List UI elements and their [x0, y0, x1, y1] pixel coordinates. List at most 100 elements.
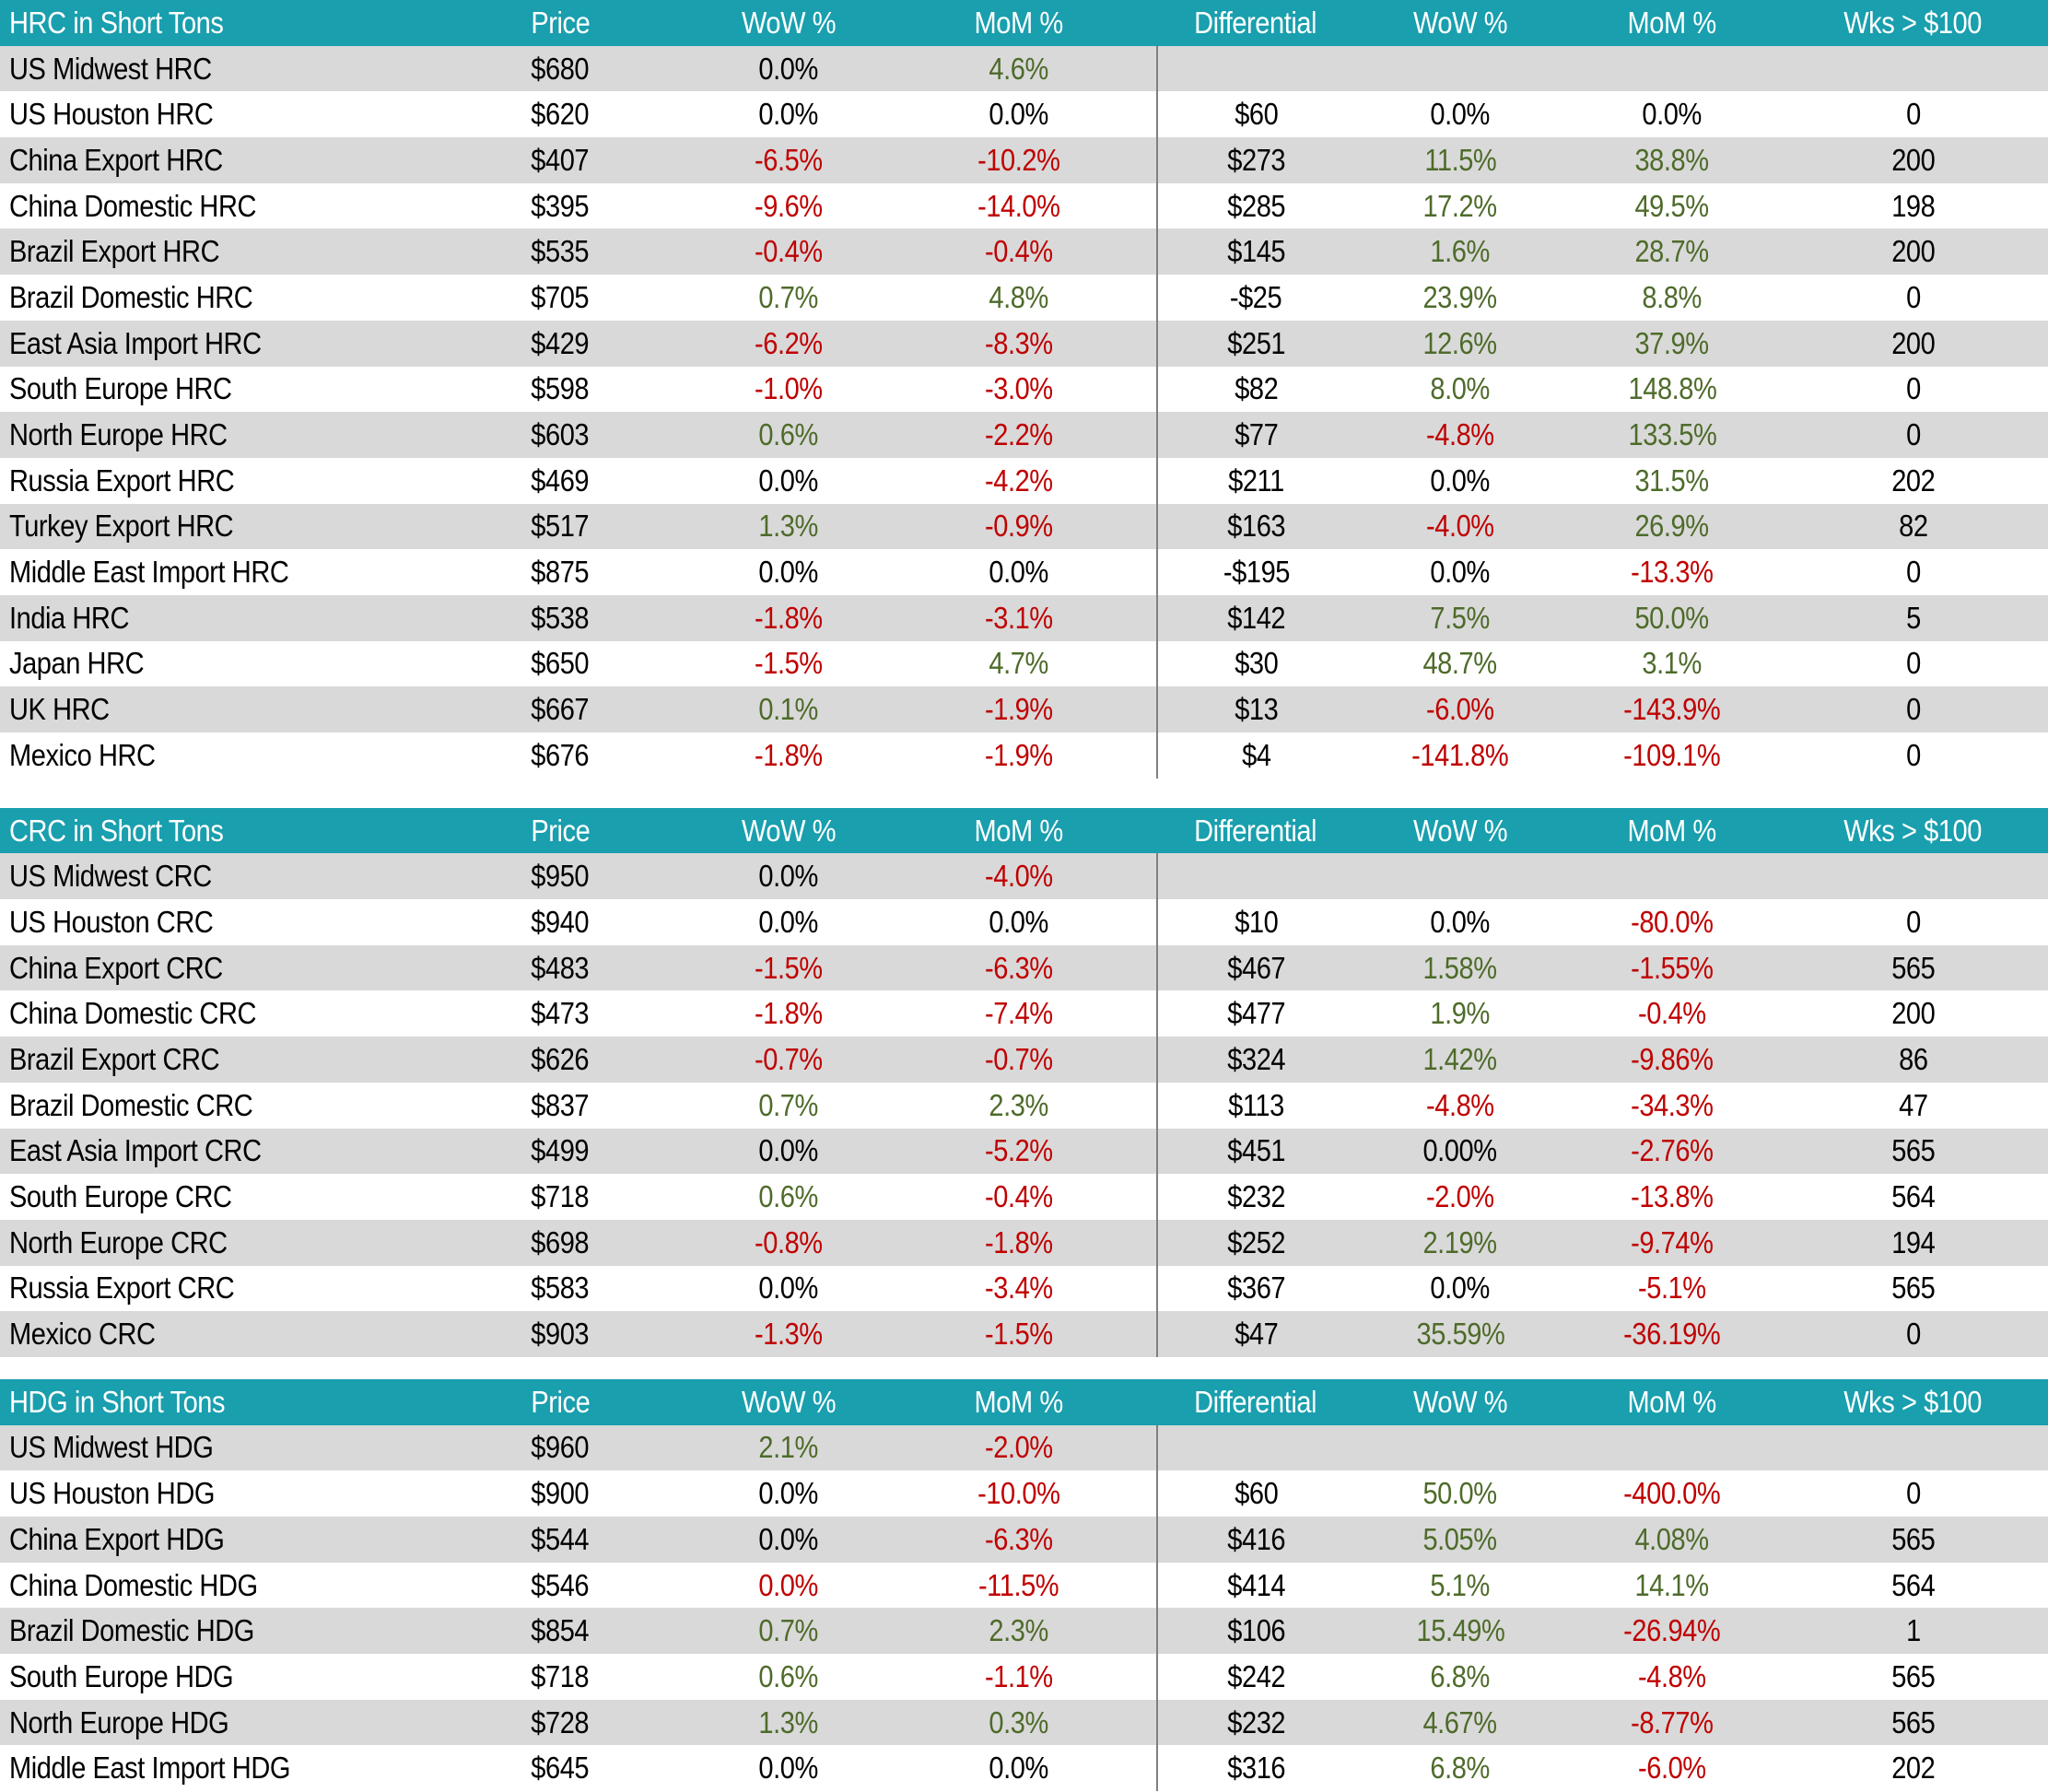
cell-differential[interactable]: $77	[1156, 412, 1354, 458]
cell-diff-wow-pct[interactable]: 6.8%	[1430, 1658, 1491, 1693]
cell-wow-pct[interactable]: -1.5%	[755, 646, 823, 681]
cell-diff-mom-pct[interactable]: -4.8%	[1638, 1658, 1706, 1693]
cell-wks-gt-100[interactable]: 5	[1778, 594, 2048, 641]
cell-differential[interactable]	[1156, 45, 1354, 92]
cell-wow-pct[interactable]: 0.0%	[758, 1476, 819, 1511]
cell-price[interactable]: $544	[424, 1517, 696, 1563]
cell-wow-pct[interactable]: 0.0%	[758, 904, 819, 939]
cell-wow-pct[interactable]: 0.0%	[696, 853, 881, 900]
cell-diff-mom-pct[interactable]: -0.4%	[1638, 996, 1706, 1031]
cell-differential[interactable]: $4	[1156, 732, 1354, 779]
cell-differential[interactable]: $232	[1156, 1699, 1354, 1746]
cell-diff-mom-pct[interactable]: -109.1%	[1623, 737, 1721, 772]
cell-wow-pct[interactable]: -1.0%	[755, 371, 823, 406]
cell-diff-wow-pct[interactable]: 0.0%	[1430, 1271, 1491, 1306]
cell-diff-mom-pct[interactable]: -34.3%	[1631, 1087, 1714, 1122]
cell-wks-gt-100[interactable]: 564	[1890, 1179, 1936, 1214]
cell-price[interactable]: $718	[531, 1179, 590, 1214]
cell-mom-pct[interactable]: 0.3%	[881, 1699, 1157, 1746]
cell-differential[interactable]: $163	[1156, 503, 1354, 550]
cell-price[interactable]: $667	[424, 686, 696, 732]
cell-mom-pct[interactable]: -14.0%	[977, 188, 1060, 223]
cell-differential[interactable]: $242	[1156, 1654, 1354, 1700]
row-label[interactable]: North Europe HRC	[0, 412, 424, 458]
cell-price[interactable]: $837	[531, 1087, 590, 1122]
cell-differential[interactable]: $251	[1156, 320, 1354, 367]
cell-wow-pct[interactable]: 0.0%	[758, 555, 819, 590]
cell-mom-pct[interactable]: -1.8%	[881, 1219, 1157, 1266]
cell-differential[interactable]: $416	[1156, 1517, 1354, 1563]
cell-diff-wow-pct[interactable]: 8.0%	[1430, 371, 1491, 406]
cell-price[interactable]: $903	[424, 1311, 696, 1357]
cell-diff-mom-pct[interactable]: -143.9%	[1566, 686, 1778, 732]
cell-diff-mom-pct[interactable]: 28.7%	[1566, 228, 1778, 275]
cell-wow-pct[interactable]: 0.0%	[696, 1128, 881, 1175]
cell-wow-pct[interactable]: 0.6%	[758, 1179, 819, 1214]
cell-wow-pct[interactable]: -6.2%	[696, 320, 881, 367]
cell-mom-pct[interactable]: 4.8%	[989, 279, 1048, 314]
cell-diff-mom-pct[interactable]: 0.0%	[1642, 97, 1703, 132]
cell-diff-wow-pct[interactable]: 4.67%	[1354, 1699, 1566, 1746]
cell-price[interactable]: $583	[531, 1271, 590, 1306]
cell-diff-mom-pct[interactable]: -400.0%	[1623, 1476, 1721, 1511]
cell-wks-gt-100[interactable]: 194	[1778, 1219, 2048, 1266]
cell-diff-mom-pct[interactable]: 37.9%	[1566, 320, 1778, 367]
cell-diff-wow-pct[interactable]: 6.8%	[1430, 1751, 1491, 1786]
cell-diff-wow-pct[interactable]: 0.0%	[1430, 97, 1491, 132]
cell-diff-wow-pct[interactable]: 23.9%	[1422, 279, 1498, 314]
cell-diff-mom-pct[interactable]: -80.0%	[1631, 904, 1714, 939]
cell-differential[interactable]: $60	[1156, 91, 1354, 138]
row-label[interactable]: Japan HRC	[9, 646, 145, 681]
cell-differential[interactable]: $324	[1156, 1037, 1354, 1083]
cell-wks-gt-100[interactable]	[1778, 853, 2048, 900]
cell-mom-pct[interactable]: -1.9%	[881, 686, 1157, 732]
cell-wks-gt-100[interactable]: 0	[1778, 1311, 2048, 1357]
cell-mom-pct[interactable]: -3.1%	[881, 594, 1157, 641]
cell-price[interactable]: $538	[424, 594, 696, 641]
row-label[interactable]: China Domestic CRC	[9, 996, 257, 1031]
cell-mom-pct[interactable]: -0.9%	[881, 503, 1157, 550]
cell-wks-gt-100[interactable]: 565	[1778, 1128, 2048, 1175]
cell-wks-gt-100[interactable]: 200	[1778, 228, 2048, 275]
cell-diff-wow-pct[interactable]: -4.0%	[1354, 503, 1566, 550]
cell-differential[interactable]: $477	[1156, 990, 1354, 1037]
cell-differential[interactable]: $367	[1156, 1265, 1354, 1312]
cell-diff-mom-pct[interactable]	[1566, 853, 1778, 900]
row-label[interactable]: China Export CRC	[0, 944, 424, 991]
cell-diff-wow-pct[interactable]: 1.42%	[1354, 1037, 1566, 1083]
cell-diff-wow-pct[interactable]: 5.05%	[1354, 1517, 1566, 1563]
cell-price[interactable]: $517	[424, 503, 696, 550]
cell-differential[interactable]: $467	[1156, 944, 1354, 991]
cell-wks-gt-100[interactable]: 86	[1778, 1037, 2048, 1083]
cell-diff-mom-pct[interactable]: 31.5%	[1634, 463, 1710, 498]
cell-price[interactable]: $626	[424, 1037, 696, 1083]
cell-price[interactable]: $950	[424, 853, 696, 900]
cell-diff-mom-pct[interactable]: -36.19%	[1566, 1311, 1778, 1357]
cell-diff-mom-pct[interactable]: 50.0%	[1566, 594, 1778, 641]
cell-wow-pct[interactable]: 0.7%	[758, 279, 819, 314]
row-label[interactable]: East Asia Import CRC	[0, 1128, 424, 1175]
cell-diff-mom-pct[interactable]: -13.8%	[1631, 1179, 1714, 1214]
cell-mom-pct[interactable]: 4.7%	[989, 646, 1048, 681]
row-label[interactable]: Brazil Domestic HRC	[9, 279, 253, 314]
cell-differential[interactable]: -$25	[1156, 275, 1354, 321]
cell-diff-wow-pct[interactable]: -141.8%	[1411, 737, 1509, 772]
cell-differential[interactable]: $82	[1156, 366, 1354, 413]
cell-wow-pct[interactable]: 0.7%	[758, 1087, 819, 1122]
cell-price[interactable]: $429	[424, 320, 696, 367]
cell-wks-gt-100[interactable]: 0	[1905, 97, 1921, 132]
cell-wow-pct[interactable]: 0.6%	[696, 412, 881, 458]
cell-mom-pct[interactable]: 0.0%	[989, 1751, 1048, 1786]
cell-mom-pct[interactable]: -6.3%	[881, 1517, 1157, 1563]
cell-wow-pct[interactable]: 0.0%	[696, 1517, 881, 1563]
cell-mom-pct[interactable]: -4.2%	[984, 463, 1053, 498]
cell-wks-gt-100[interactable]: 202	[1890, 1751, 1936, 1786]
cell-wks-gt-100[interactable]: 0	[1905, 904, 1921, 939]
cell-differential[interactable]: $316	[1156, 1745, 1354, 1792]
cell-differential[interactable]: $106	[1156, 1608, 1354, 1655]
cell-mom-pct[interactable]: -2.0%	[881, 1424, 1157, 1471]
row-label[interactable]: Russia Export HRC	[9, 463, 235, 498]
cell-mom-pct[interactable]: -5.2%	[881, 1128, 1157, 1175]
cell-price[interactable]: $395	[531, 188, 590, 223]
cell-diff-wow-pct[interactable]: 1.9%	[1430, 996, 1491, 1031]
